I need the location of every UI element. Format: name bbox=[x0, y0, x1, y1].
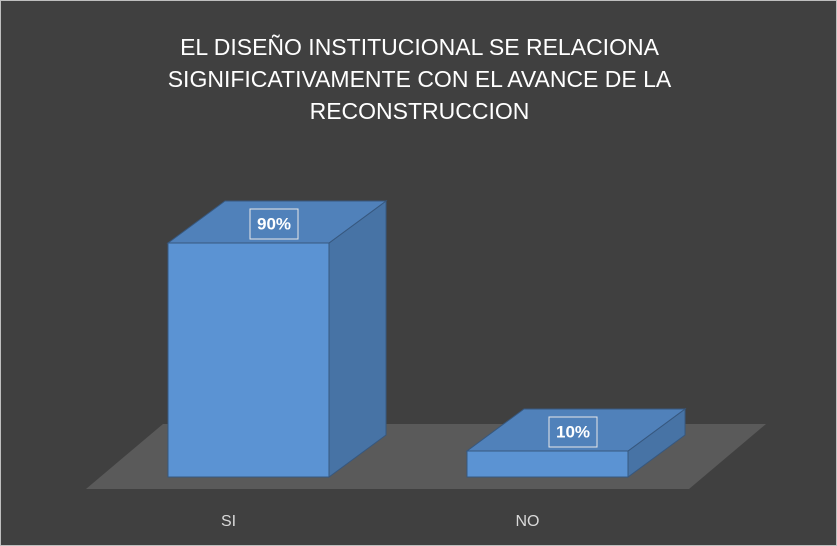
value-label: 10% bbox=[556, 422, 590, 441]
chart-title: EL DISEÑO INSTITUCIONAL SE RELACIONA SIG… bbox=[167, 34, 672, 124]
value-label: 90% bbox=[257, 214, 291, 233]
bar-side bbox=[328, 200, 387, 478]
bar bbox=[466, 450, 629, 478]
value-label-box bbox=[249, 208, 299, 240]
value-label-box bbox=[548, 416, 598, 448]
x-tick-label: NO bbox=[516, 513, 540, 530]
x-tick-label: SI bbox=[221, 513, 236, 530]
bar bbox=[167, 242, 330, 478]
